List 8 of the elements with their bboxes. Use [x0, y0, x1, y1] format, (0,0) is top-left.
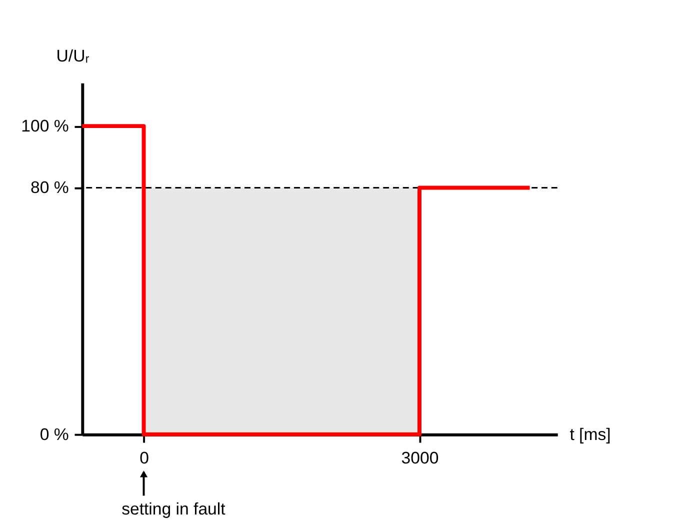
y-axis-title: U/Uᵣ [56, 46, 90, 66]
y-tick-label: 100 % [21, 116, 69, 136]
y-tick-label: 0 % [40, 424, 69, 444]
x-tick-label: 3000 [401, 448, 439, 468]
text: setting in fault [122, 500, 226, 519]
x-axis-title: t [ms] [570, 424, 611, 444]
x-tick-label: 0 [140, 448, 149, 468]
y-tick-label: 80 % [30, 178, 69, 198]
